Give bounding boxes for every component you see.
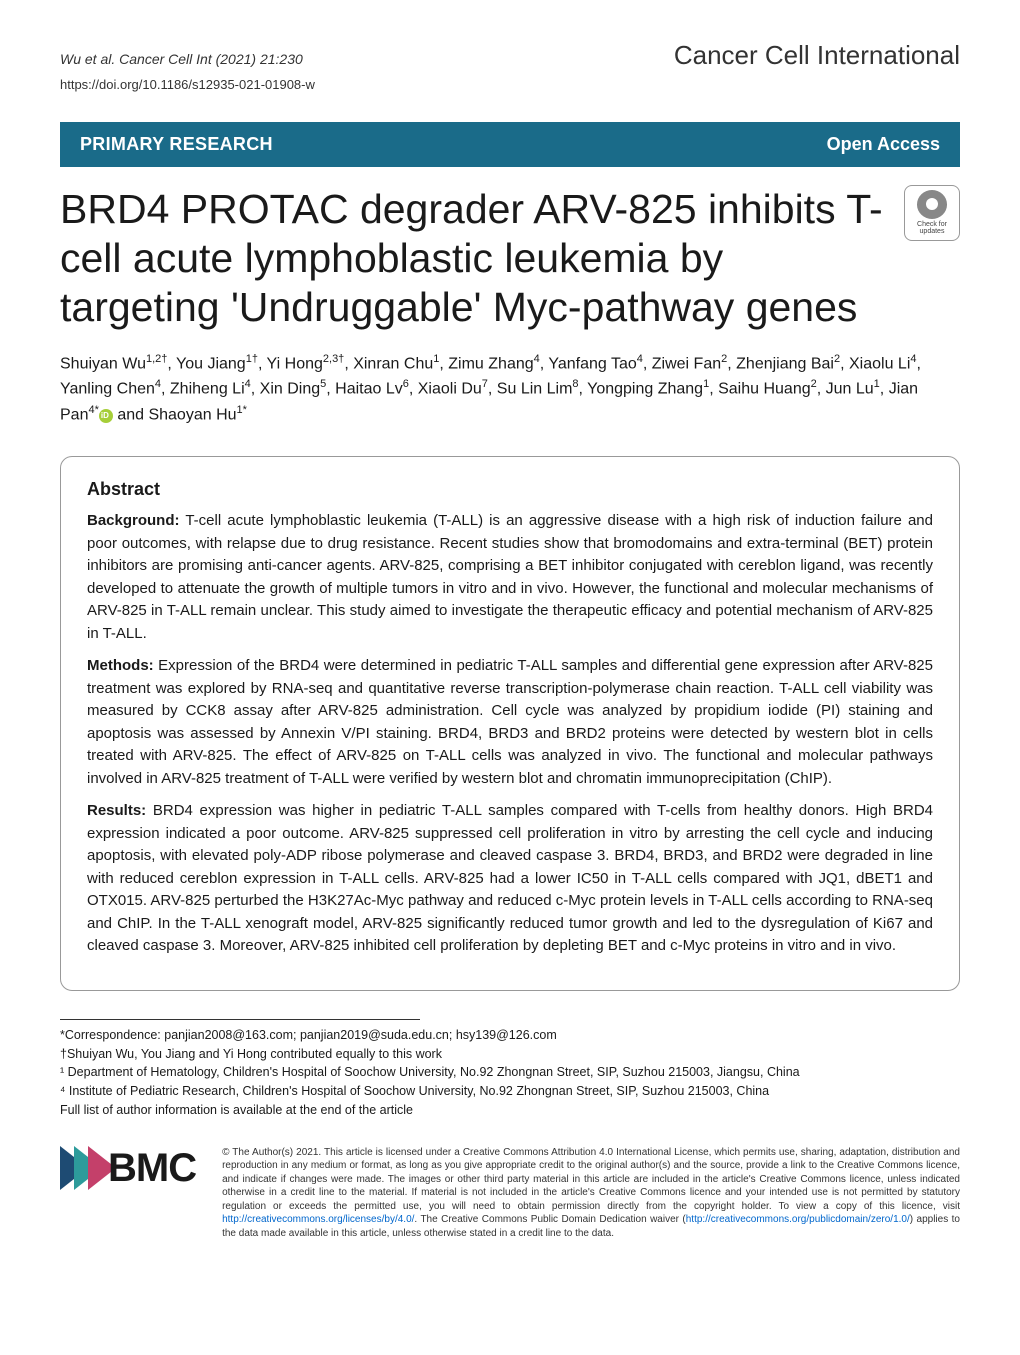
abstract-background: Background: T-cell acute lymphoblastic l…	[87, 510, 933, 645]
background-label: Background:	[87, 512, 180, 529]
results-label: Results:	[87, 802, 146, 819]
correspondence-label: *Correspondence:	[60, 1028, 161, 1042]
authors-list: Shuiyan Wu1,2†, You Jiang1†, Yi Hong2,3†…	[60, 351, 960, 429]
affiliation-1: ¹ Department of Hematology, Children's H…	[60, 1063, 960, 1082]
check-updates-label: Check for updates	[909, 221, 955, 236]
results-text: BRD4 expression was higher in pediatric …	[87, 802, 933, 954]
correspondence-divider	[60, 1019, 420, 1020]
open-access-label: Open Access	[827, 134, 940, 155]
abstract-methods: Methods: Expression of the BRD4 were det…	[87, 655, 933, 790]
correspondence-block: *Correspondence: panjian2008@163.com; pa…	[60, 1026, 960, 1120]
footer: BMC © The Author(s) 2021. This article i…	[60, 1146, 960, 1241]
check-updates-icon	[917, 190, 947, 219]
license-text: © The Author(s) 2021. This article is li…	[222, 1146, 960, 1241]
article-title: BRD4 PROTAC degrader ARV-825 inhibits T-…	[60, 185, 884, 333]
methods-label: Methods:	[87, 657, 154, 674]
abstract-title: Abstract	[87, 479, 933, 500]
methods-text: Expression of the BRD4 were determined i…	[87, 657, 933, 787]
abstract-box: Abstract Background: T-cell acute lympho…	[60, 456, 960, 991]
journal-name: Cancer Cell International	[674, 40, 960, 71]
bmc-logo: BMC	[60, 1146, 196, 1191]
affiliation-4: ⁴ Institute of Pediatric Research, Child…	[60, 1082, 960, 1101]
check-updates-button[interactable]: Check for updates	[904, 185, 960, 241]
doi: https://doi.org/10.1186/s12935-021-01908…	[60, 77, 960, 92]
bmc-chevrons-icon	[60, 1146, 102, 1190]
bmc-text: BMC	[108, 1146, 196, 1191]
background-text: T-cell acute lymphoblastic leukemia (T-A…	[87, 512, 933, 642]
article-type-banner: PRIMARY RESEARCH Open Access	[60, 122, 960, 167]
equal-contribution: †Shuiyan Wu, You Jiang and Yi Hong contr…	[60, 1045, 960, 1064]
primary-research-label: PRIMARY RESEARCH	[80, 134, 273, 155]
abstract-results: Results: BRD4 expression was higher in p…	[87, 800, 933, 958]
full-author-list-note: Full list of author information is avail…	[60, 1101, 960, 1120]
citation: Wu et al. Cancer Cell Int (2021) 21:230	[60, 51, 303, 67]
correspondence-emails: panjian2008@163.com; panjian2019@suda.ed…	[164, 1028, 557, 1042]
